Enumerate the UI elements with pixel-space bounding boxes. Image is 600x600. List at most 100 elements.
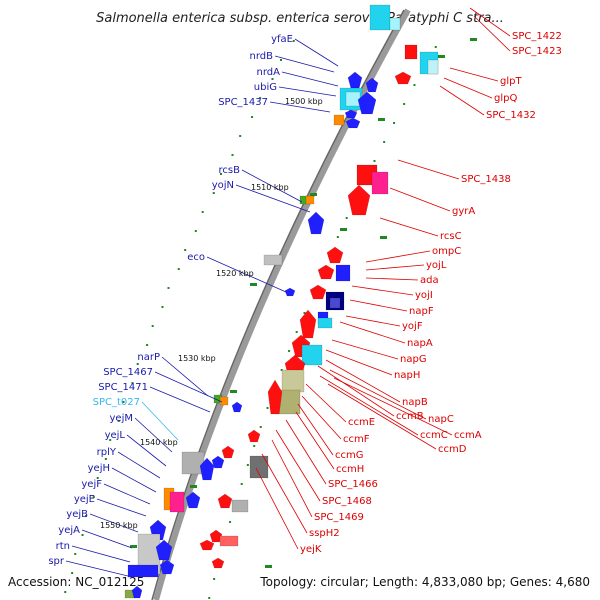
tick-dot [184, 249, 187, 251]
leader-line [317, 365, 395, 417]
right-gene-label: ccmE [348, 417, 375, 428]
left-gene-labels: yfaE nrdB nrdA ubiG SPC_1437 rcsB yojN eco narP S… [48, 34, 293, 567]
gene-arrow [247, 429, 261, 443]
right-gene-label: SPC_1423 [512, 46, 562, 57]
tick-dash [230, 390, 237, 393]
tick-dot [271, 78, 274, 80]
right-gene-label: SPC_1469 [314, 512, 364, 523]
right-gene-label: ccmC [420, 430, 448, 441]
label-leader-lines [65, 7, 511, 577]
tick-dot [288, 350, 291, 352]
gene-arrow [309, 284, 327, 300]
left-gene-label: yejB [66, 509, 88, 520]
tick-dot [373, 160, 376, 162]
leader-line [285, 419, 327, 485]
tick-dash [250, 283, 257, 286]
right-gene-label: ccmG [335, 450, 364, 461]
right-gene-label: SPC_1466 [328, 479, 378, 490]
right-gene-label: napB [402, 397, 428, 408]
tick-dot [122, 401, 125, 403]
leader-line [439, 85, 485, 116]
scale-label: 1500 kbp [285, 97, 323, 106]
gene-arrow [344, 109, 358, 119]
right-gene-label: glpQ [494, 93, 517, 104]
leader-line [206, 256, 287, 293]
tick-dot [85, 515, 88, 517]
right-gene-labels: SPC_1422 SPC_1423 glpT glpQ SPC_1432 SPC_1438… [300, 31, 562, 555]
gene-block [301, 344, 323, 366]
right-gene-label: napC [428, 414, 454, 425]
gene-arrow [231, 401, 243, 413]
gene-block [263, 254, 283, 266]
right-gene-label: napG [400, 354, 427, 365]
right-gene-label: ccmB [396, 411, 424, 422]
leader-line [241, 169, 303, 203]
leader-line [379, 217, 439, 237]
leader-line [295, 411, 335, 470]
tick-dot [177, 268, 180, 270]
tick-dot [413, 84, 416, 86]
leader-line [305, 383, 347, 423]
leader-line [301, 395, 342, 440]
tick-dot [403, 103, 406, 105]
gene-arrow [131, 585, 143, 599]
gene-block [305, 195, 315, 205]
tick-dot [345, 217, 348, 219]
gene-block [329, 297, 341, 309]
left-gene-label: eco [187, 252, 205, 263]
gene-arrow [217, 493, 233, 509]
right-gene-label: SPC_1468 [322, 496, 372, 507]
leader-line [331, 339, 399, 360]
gene-arrow [185, 491, 201, 509]
gene-arrow [159, 559, 175, 575]
scale-label: 1550 kbp [100, 521, 138, 530]
gene-arrow [199, 539, 215, 551]
tick-dot [81, 534, 84, 536]
leader-line [281, 71, 339, 87]
leader-line [141, 401, 179, 441]
leader-line [365, 264, 425, 271]
left-gene-label: narP [137, 352, 160, 363]
tick-dot [213, 578, 216, 580]
tick-dots [64, 38, 477, 599]
scale-label: 1540 kbp [140, 438, 178, 447]
gene-arrow [347, 184, 371, 216]
leader-line [297, 403, 334, 456]
leader-line [235, 184, 311, 213]
left-gene-label: yejH [88, 463, 110, 474]
tick-dot [246, 464, 249, 466]
leader-line [126, 434, 167, 467]
leader-line [333, 377, 453, 436]
leader-line [365, 277, 419, 281]
tick-dot [71, 572, 74, 574]
tick-dot [96, 477, 99, 479]
accession-text: Accession: NC_012125 [8, 575, 144, 589]
leader-line [71, 545, 131, 563]
right-gene-label: yejK [300, 544, 322, 555]
scale-label: 1510 kbp [251, 183, 289, 192]
scale-labels: 1500 kbp 1510 kbp 1520 kbp 1530 kbp 1540 kbp… [100, 97, 323, 530]
leader-line [81, 529, 133, 549]
gene-block [369, 4, 391, 31]
scale-label: 1520 kbp [216, 269, 254, 278]
gene-arrow [284, 287, 296, 297]
leader-line [117, 451, 161, 479]
leader-line [154, 371, 223, 403]
gene-arrow [357, 91, 377, 115]
tick-dot [231, 154, 234, 156]
left-gene-label: rplY [97, 447, 117, 458]
right-gene-label: glpT [500, 76, 522, 87]
right-gene-label: gyrA [452, 206, 475, 217]
tick-dot [295, 331, 298, 333]
tick-dot [280, 369, 283, 371]
gene-arrow [345, 117, 361, 129]
gene-block [389, 17, 401, 31]
gene-block [181, 451, 205, 475]
left-gene-label: yojN [212, 180, 234, 191]
right-gene-label: ccmH [336, 464, 364, 475]
gene-arrow [307, 211, 325, 235]
gene-arrow [211, 557, 225, 569]
gene-block [231, 499, 249, 513]
leader-line [269, 101, 331, 113]
gene-arrow [394, 71, 412, 85]
